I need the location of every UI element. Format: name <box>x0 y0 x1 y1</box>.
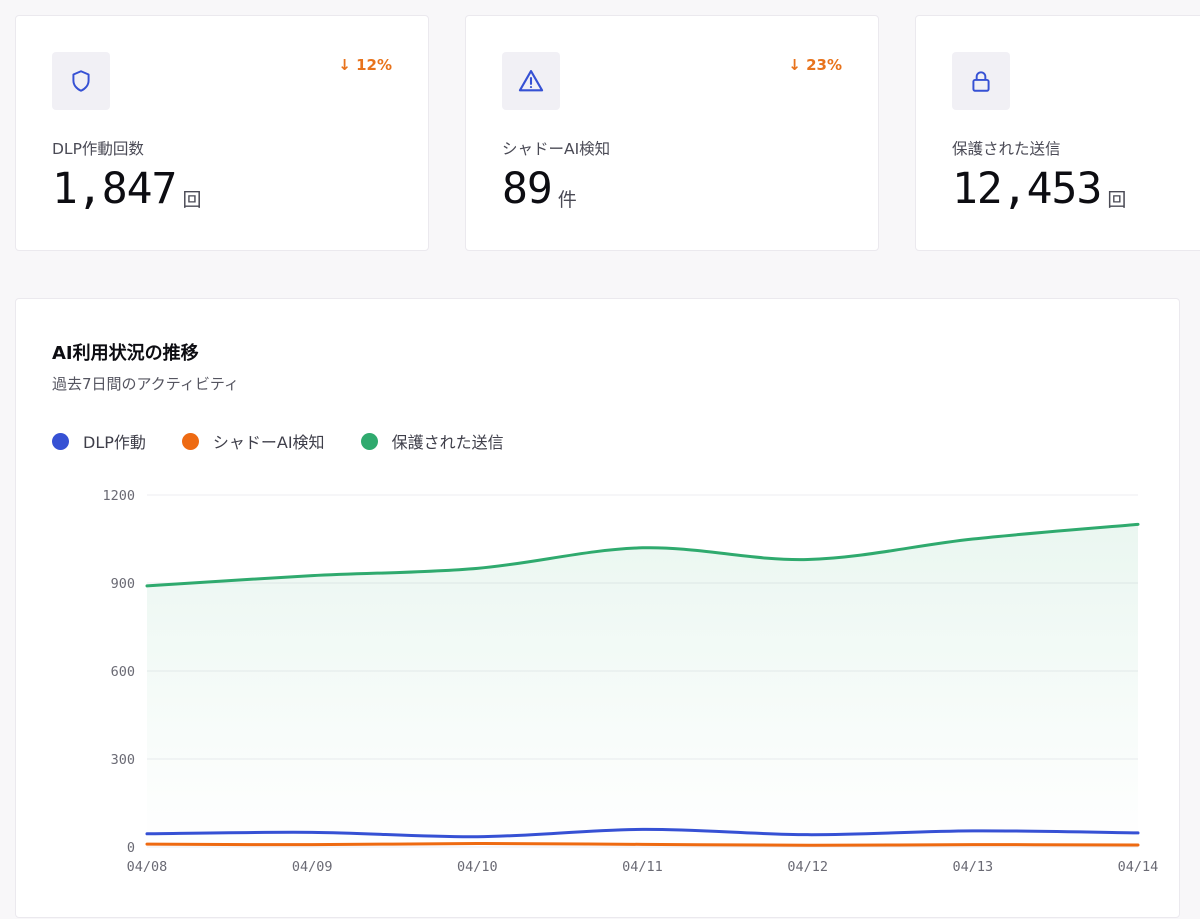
data-point-protected <box>311 574 314 577</box>
stat-value: 12,453 <box>952 164 1102 214</box>
legend-item-protected: 保護された送信 <box>360 429 504 453</box>
series-line-dlp <box>145 827 1140 839</box>
data-point-shadow-ai <box>971 843 974 846</box>
data-point-protected <box>146 584 149 587</box>
warning-icon <box>502 52 560 110</box>
legend-dot <box>181 432 199 450</box>
y-tick-label: 900 <box>111 576 135 592</box>
legend-dot <box>360 432 378 450</box>
data-point-protected <box>476 567 479 570</box>
data-point-dlp <box>146 832 149 835</box>
y-tick-label: 300 <box>111 752 135 768</box>
legend-item-dlp: DLP作動 <box>52 429 146 453</box>
stat-label: シャドーAI検知 <box>502 140 611 158</box>
x-tick-label: 04/09 <box>292 859 333 875</box>
chart-title: AI利用状況の推移 <box>52 343 199 364</box>
data-point-protected <box>1137 523 1140 526</box>
y-tick-label: 1200 <box>102 488 135 504</box>
legend-item-shadow-ai: シャドーAI検知 <box>181 429 325 453</box>
stat-label: DLP作動回数 <box>52 140 144 158</box>
x-tick-label: 04/13 <box>953 859 994 875</box>
stat-unit: 回 <box>1107 189 1127 211</box>
x-tick-label: 04/10 <box>457 859 498 875</box>
shield-icon <box>52 52 110 110</box>
x-tick-label: 04/12 <box>787 859 828 875</box>
stat-card-dlp: ↓ 12% DLP作動回数 1,847 回 <box>15 15 429 251</box>
data-point-shadow-ai <box>311 843 314 846</box>
trend-badge: ↓ 23% <box>788 56 842 74</box>
data-point-dlp <box>311 831 314 834</box>
x-tick-label: 04/14 <box>1118 859 1159 875</box>
data-point-shadow-ai <box>806 844 809 847</box>
stat-value: 89 <box>502 164 553 214</box>
data-point-protected <box>971 538 974 541</box>
chart-legend: DLP作動 シャドーAI検知 保護された送信 <box>52 429 504 453</box>
usage-line-chart: 0 300 600 900 1200 04/08 04/09 04/10 04/11 04/12 0… <box>102 488 1159 875</box>
trend-badge: ↓ 12% <box>338 56 392 74</box>
data-point-dlp <box>806 833 809 836</box>
lock-icon <box>952 52 1010 110</box>
x-tick-label: 04/08 <box>127 859 168 875</box>
data-point-dlp <box>476 835 479 838</box>
data-point-dlp <box>641 828 644 831</box>
data-point-protected <box>641 546 644 549</box>
chart-subtitle: 過去7日間のアクティビティ <box>52 375 239 393</box>
data-point-shadow-ai <box>146 843 149 846</box>
series-area-protected <box>147 524 1138 847</box>
data-point-shadow-ai <box>1137 843 1140 846</box>
stat-card-shadow-ai: ↓ 23% シャドーAI検知 89 件 <box>465 15 879 251</box>
legend-label: DLP作動 <box>83 433 146 452</box>
series-line-protected <box>145 522 1140 588</box>
data-point-protected <box>806 558 809 561</box>
data-point-shadow-ai <box>641 843 644 846</box>
usage-chart-card: 0 300 600 900 1200 04/08 04/09 04/10 04/11 04/12 0… <box>15 298 1180 918</box>
legend-label: シャドーAI検知 <box>212 433 325 452</box>
y-tick-label: 600 <box>111 664 135 680</box>
x-tick-label: 04/11 <box>622 859 663 875</box>
data-point-shadow-ai <box>476 842 479 845</box>
data-point-dlp <box>1137 831 1140 834</box>
stat-value: 1,847 <box>52 164 177 214</box>
legend-label: 保護された送信 <box>391 433 504 452</box>
y-tick-label: 0 <box>127 840 135 856</box>
stat-unit: 件 <box>557 189 577 211</box>
legend-dot <box>52 432 69 450</box>
stat-card-protected: 保護された送信 12,453 回 <box>915 15 1200 251</box>
stat-label: 保護された送信 <box>952 140 1061 158</box>
series-line-shadow-ai <box>145 841 1140 847</box>
data-point-dlp <box>971 829 974 832</box>
stat-unit: 回 <box>182 189 202 211</box>
